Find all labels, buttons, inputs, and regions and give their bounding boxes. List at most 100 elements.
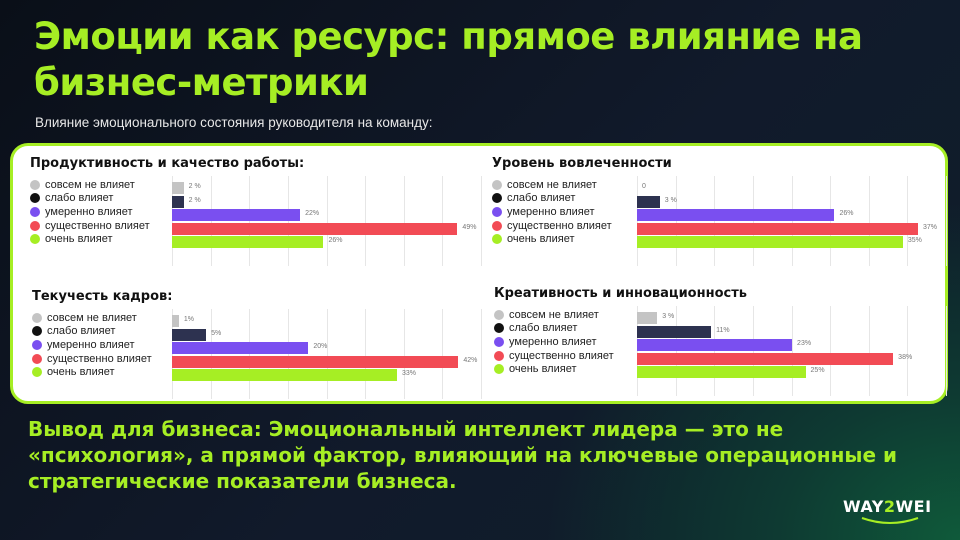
charts-card: Продуктивность и качество работы: совсем … — [10, 143, 948, 404]
legend-label: умеренно влияет — [47, 338, 135, 351]
legend-item: слабо влияет — [32, 325, 152, 339]
legend-label: очень влияет — [47, 366, 115, 379]
legend-item: существенно влияет — [494, 349, 614, 363]
gridline — [442, 176, 444, 266]
gridline — [907, 176, 909, 266]
chart-panel-productivity: Продуктивность и качество работы: совсем … — [30, 156, 490, 281]
legend-item: слабо влияет — [494, 322, 614, 336]
chart-legend: совсем не влияет слабо влияет умеренно вли… — [32, 311, 152, 379]
bar-3 — [637, 339, 793, 352]
bar-3 — [172, 342, 309, 355]
chart-title: Уровень вовлеченности — [492, 156, 672, 171]
way2wei-logo: WAY2WEI — [843, 497, 932, 516]
legend-dot-icon — [32, 312, 42, 323]
legend-dot-icon — [30, 220, 40, 231]
bar-1 — [172, 315, 179, 327]
legend-dot-icon — [494, 336, 504, 347]
legend-item: существенно влияет — [32, 352, 152, 366]
bar-4 — [637, 352, 894, 365]
legend-item: совсем не влияет — [492, 178, 612, 192]
legend-dot-icon — [494, 364, 504, 375]
chart-title: Продуктивность и качество работы: — [30, 156, 305, 171]
legend-dot-icon — [30, 193, 40, 204]
legend-label: существенно влияет — [507, 219, 612, 232]
gridline — [946, 306, 947, 396]
legend-item: совсем не влияет — [32, 311, 152, 325]
legend-item: умеренно влияет — [494, 335, 614, 349]
bar-value-label: 1% — [183, 316, 194, 323]
legend-item: существенно влияет — [30, 219, 150, 233]
bar-value-label: 3 % — [662, 313, 675, 320]
legend-label: очень влияет — [509, 363, 577, 376]
gridline — [403, 309, 405, 399]
legend-dot-icon — [494, 350, 504, 361]
legend-label: очень влияет — [507, 233, 575, 246]
bar-1 — [172, 182, 184, 194]
legend-label: существенно влияет — [509, 349, 614, 362]
bar-2 — [172, 328, 207, 341]
legend-label: слабо влияет — [507, 192, 576, 205]
legend-dot-icon — [494, 309, 504, 320]
gridline — [946, 176, 947, 266]
bar-value-label: 42% — [463, 356, 478, 364]
bar-plot-area: 2 % 2 % 22% 49% 26% — [172, 176, 482, 266]
bar-value-label: 35% — [907, 237, 922, 245]
bar-4 — [637, 222, 918, 235]
legend-dot-icon — [492, 206, 502, 217]
legend-dot-icon — [30, 234, 40, 245]
bar-value-label: 37% — [923, 223, 938, 231]
chart-legend: совсем не влияет слабо влияет умеренно вли… — [492, 178, 612, 246]
bar-value-label: 23% — [797, 340, 812, 348]
bar-value-label: 5% — [211, 329, 222, 337]
gridline — [365, 309, 367, 399]
gridline — [868, 306, 870, 396]
chart-panel-creativity: Креативность и инновационность совсем не … — [494, 286, 954, 411]
chart-legend: совсем не влияет слабо влияет умеренно вли… — [30, 178, 150, 246]
gridline — [830, 306, 832, 396]
bar-value-label: 25% — [810, 367, 825, 375]
bar-value-label: 26% — [839, 210, 854, 218]
bar-value-label: 2 % — [188, 196, 201, 204]
legend-item: умеренно влияет — [32, 338, 152, 352]
chart-legend: совсем не влияет слабо влияет умеренно вли… — [494, 308, 614, 376]
legend-dot-icon — [492, 179, 502, 190]
legend-item: совсем не влияет — [30, 178, 150, 192]
legend-label: существенно влияет — [47, 352, 152, 365]
bar-plot-area: 3 % 11% 23% 38% 25% — [637, 306, 947, 396]
legend-label: умеренно влияет — [45, 205, 133, 218]
legend-dot-icon — [492, 220, 502, 231]
bar-5 — [172, 236, 324, 249]
legend-dot-icon — [32, 339, 42, 350]
bar-2 — [637, 195, 660, 208]
bar-5 — [172, 369, 397, 382]
legend-item: существенно влияет — [492, 219, 612, 233]
bar-plot-area: 1% 5% 20% 42% 33% — [172, 309, 482, 399]
legend-item: очень влияет — [494, 362, 614, 376]
legend-label: совсем не влияет — [47, 311, 137, 324]
bar-value-label: 26% — [328, 237, 343, 245]
gridline — [907, 306, 909, 396]
legend-dot-icon — [32, 367, 42, 378]
legend-item: умеренно влияет — [492, 205, 612, 219]
gridline — [481, 176, 482, 266]
bar-value-label: 20% — [313, 343, 328, 351]
bar-value-label: 33% — [402, 370, 417, 378]
legend-label: совсем не влияет — [45, 178, 135, 191]
legend-dot-icon — [32, 353, 42, 364]
legend-dot-icon — [30, 179, 40, 190]
legend-item: совсем не влияет — [494, 308, 614, 322]
logo-text-way: WAY — [843, 497, 884, 516]
bar-2 — [172, 195, 184, 208]
gridline — [326, 176, 328, 266]
gridline — [442, 309, 444, 399]
legend-dot-icon — [30, 206, 40, 217]
legend-label: совсем не влияет — [507, 178, 597, 191]
bar-value-label: 11% — [716, 326, 730, 334]
gridline — [403, 176, 405, 266]
legend-label: очень влияет — [45, 233, 113, 246]
chart-title: Текучесть кадров: — [32, 289, 173, 304]
legend-item: очень влияет — [30, 232, 150, 246]
bar-2 — [637, 325, 712, 338]
legend-label: совсем не влияет — [509, 308, 599, 321]
bar-4 — [172, 222, 458, 235]
